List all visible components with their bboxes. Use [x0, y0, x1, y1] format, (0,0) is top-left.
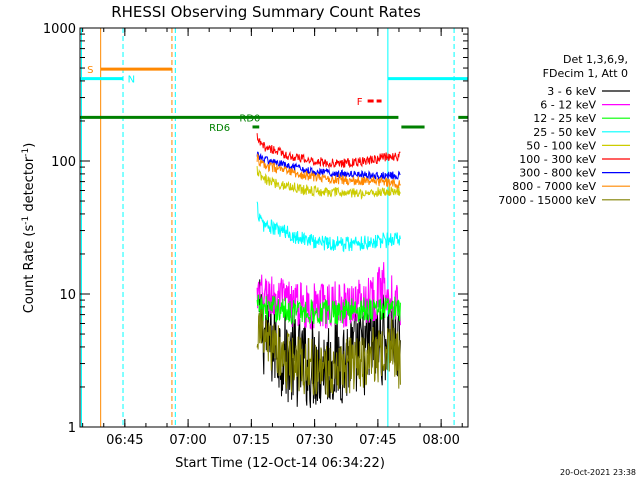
legend-header-1: Det 1,3,6,9,	[563, 53, 628, 66]
x-tick-label-5: 08:00	[422, 433, 459, 448]
series-line-8	[256, 309, 401, 398]
series-line-4	[256, 166, 401, 200]
legend-label-5: 100 - 300 keV	[519, 153, 596, 166]
plot-frame	[79, 27, 469, 428]
legend-label-0: 3 - 6 keV	[547, 85, 596, 98]
legend-label-1: 6 - 12 keV	[540, 99, 596, 112]
flag-label-rd6: RD6	[209, 123, 230, 134]
flag-label-s: S	[87, 65, 93, 76]
timestamp: 20-Oct-2021 23:38	[560, 468, 636, 477]
x-tick-label-1: 07:00	[169, 433, 206, 448]
legend-label-6: 300 - 800 keV	[519, 167, 596, 180]
x-tick-label-3: 07:30	[296, 433, 333, 448]
legend-label-7: 800 - 7000 keV	[512, 180, 596, 193]
series-line-1	[256, 262, 401, 330]
y-axis-label-end: )	[22, 143, 37, 148]
chart-title: RHESSI Observing Summary Count Rates	[111, 3, 421, 21]
y-axis-label-mid: detector	[22, 156, 37, 216]
vertical-markers	[80, 28, 455, 427]
flag-label-f: F	[357, 97, 363, 108]
x-axis-label: Start Time (12-Oct-14 06:34:22)	[175, 456, 385, 471]
legend-header-2: FDecim 1, Att 0	[543, 67, 628, 80]
series-line-7	[256, 153, 401, 190]
legend-label-4: 50 - 100 keV	[526, 139, 596, 152]
x-axis-ticks: 06:45 07:00 07:15 07:30 07:45 08:00	[82, 28, 463, 448]
legend-label-3: 25 - 50 keV	[533, 126, 596, 139]
count-rate-series	[256, 133, 401, 408]
series-line-6	[256, 151, 401, 182]
series-line-0	[258, 279, 401, 408]
y-tick-label-3: 1000	[43, 22, 76, 37]
flag-label-n: N	[128, 75, 135, 86]
y-tick-label-0: 1	[68, 421, 76, 436]
legend-label-8: 7000 - 15000 keV	[498, 194, 596, 207]
y-tick-label-1: 10	[59, 288, 76, 303]
observing-flags: S N F RD0 RD6	[80, 65, 468, 134]
x-tick-label-0: 06:45	[106, 433, 143, 448]
series-line-2	[256, 294, 401, 326]
y-axis-label-sup1: -1	[21, 216, 31, 225]
legend-label-2: 12 - 25 keV	[533, 112, 596, 125]
series-line-3	[256, 201, 401, 253]
x-tick-label-2: 07:15	[233, 433, 270, 448]
y-axis-label: Count Rate (s-1 detector-1)	[21, 143, 37, 314]
x-tick-label-4: 07:45	[359, 433, 396, 448]
y-axis-ticks: 1 10 100 1000	[43, 22, 468, 436]
series-line-5	[256, 133, 401, 169]
y-tick-label-2: 100	[51, 155, 76, 170]
flag-label-rd0: RD0	[239, 113, 260, 124]
y-axis-label-main: Count Rate (s	[22, 225, 37, 314]
y-axis-label-sup2: -1	[21, 148, 31, 157]
